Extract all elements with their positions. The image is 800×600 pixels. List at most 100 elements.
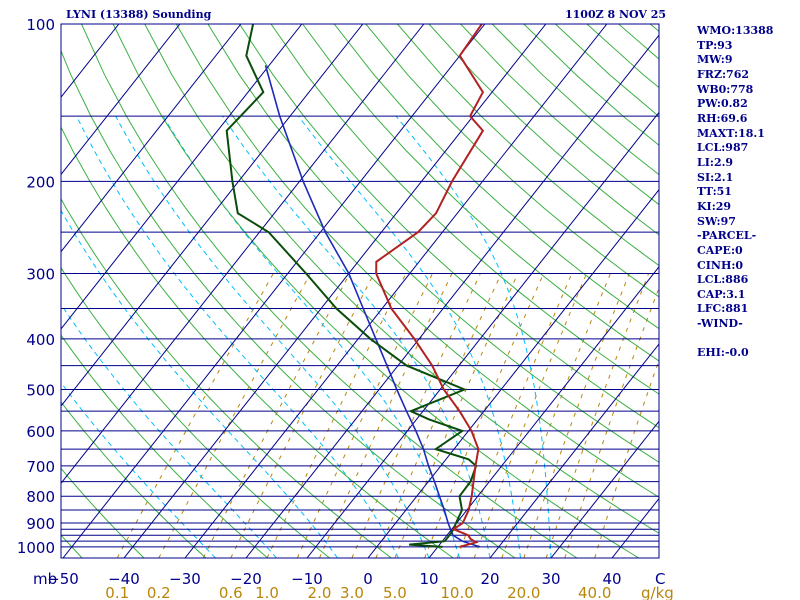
stat-line: LCL:987 (697, 141, 749, 155)
stat-line: CAP:3.1 (697, 287, 746, 301)
stat-line: WB0:778 (697, 82, 754, 96)
station-title: LYNI (13388) Sounding (66, 8, 212, 21)
temperature-tick-label: −40 (108, 570, 140, 588)
valid-time: 1100Z 8 NOV 25 (565, 8, 667, 21)
temperature-tick-label: −20 (230, 570, 262, 588)
isotherm-line (367, 188, 659, 558)
isotherm-line (245, 34, 659, 558)
temperature-tick-label: 40 (602, 570, 621, 588)
stat-line: CAPE:0 (697, 243, 743, 257)
mixing-ratio-lines (116, 273, 659, 558)
pressure-unit-label: mb (33, 570, 57, 588)
isotherm-line (428, 266, 659, 558)
isotherm-line (123, 24, 547, 558)
dry-adiabat-line (239, 24, 659, 429)
isotherm-line (62, 24, 486, 558)
dry-adiabat-line (365, 24, 659, 298)
dry-adiabat-line (144, 24, 659, 534)
mixing-ratio-tick-label: 2.0 (308, 584, 332, 600)
pressure-tick-label: 400 (26, 331, 55, 349)
temperature-tick-label: 0 (363, 570, 373, 588)
isotherm-line (184, 24, 608, 558)
isotherm-line (61, 24, 425, 485)
mixing-ratio-unit-label: g/kg (641, 584, 674, 600)
stat-line: PW:0.82 (697, 97, 748, 111)
stat-line: MAXT:18.1 (697, 126, 765, 140)
dry-adiabat-line (81, 24, 578, 558)
mixing-ratio-line (473, 273, 588, 558)
stat-line: -WIND- (697, 317, 743, 331)
dry-adiabat-line (270, 24, 659, 395)
mixing-ratio-line (564, 286, 659, 558)
moist-adiabat-line (395, 115, 552, 558)
pressure-tick-label: 500 (26, 382, 55, 400)
stat-line: SW:97 (697, 214, 736, 228)
isotherm-line (489, 343, 659, 558)
isobars (61, 24, 659, 548)
mixing-ratio-line (158, 273, 311, 558)
mixing-ratio-tick-label: 1.0 (255, 584, 279, 600)
dry-adiabat-line (333, 24, 659, 330)
pressure-tick-label: 100 (26, 16, 55, 34)
dry-adiabats (61, 24, 659, 558)
mixing-ratio-line (501, 273, 611, 558)
temperature-tick-label: −10 (291, 570, 323, 588)
mixing-ratio-line (424, 273, 545, 558)
dry-adiabat-line (397, 24, 659, 267)
pressure-tick-label: 200 (26, 173, 55, 191)
stat-line: CINH:0 (697, 258, 744, 272)
dry-adiabat-line (61, 401, 207, 558)
stat-line: FRZ:762 (697, 67, 750, 81)
mixing-ratio-tick-label: 10.0 (440, 584, 473, 600)
stat-line: LCL:886 (697, 273, 749, 287)
moist-adiabats (61, 115, 552, 558)
dry-adiabat-line (61, 49, 516, 558)
pressure-tick-label: 600 (26, 423, 55, 441)
mixing-ratio-tick-label: 0.2 (147, 584, 171, 600)
pressure-axis-labels: 100 200 300 400 500 600 700 800 900 1000 (17, 16, 55, 557)
stability-indices-panel: WMO:13388 TP:93 MW:9 FRZ:762 WB0:778 PW:0.82 R… (697, 24, 773, 361)
background-lines (0, 24, 659, 558)
isotherm-line (61, 24, 120, 99)
dry-adiabat-line (61, 467, 145, 558)
stat-line: KI:29 (697, 199, 732, 213)
isotherm-line (306, 111, 659, 558)
isotherm-line (0, 24, 58, 558)
dry-adiabat-line (112, 24, 640, 558)
mixing-ratio-tick-label: 5.0 (383, 584, 407, 600)
dry-adiabat-line (61, 126, 454, 558)
dewpoint-profile-line (225, 24, 478, 548)
temperature-tick-label: 10 (419, 570, 438, 588)
pressure-tick-label: 800 (26, 488, 55, 506)
temperature-tick-label: 30 (541, 570, 560, 588)
mixing-ratio-line (523, 273, 630, 558)
isotherm-line (61, 24, 181, 176)
pressure-tick-label: 900 (26, 515, 55, 533)
mixing-ratio-axis-labels: 0.1 0.2 0.6 1.0 2.0 3.0 5.0 10.0 20.0 40.0 (105, 584, 611, 600)
pressure-tick-label: 300 (26, 265, 55, 283)
mixing-ratio-tick-label: 0.1 (105, 584, 129, 600)
mixing-ratio-line (230, 273, 375, 558)
dry-adiabat-line (61, 266, 330, 558)
stat-line: MW:9 (697, 53, 733, 67)
stat-line: WMO:13388 (697, 24, 774, 37)
mixing-ratio-tick-label: 3.0 (340, 584, 364, 600)
isotherm-line (61, 24, 364, 407)
mixing-ratio-tick-label: 40.0 (578, 584, 611, 600)
dry-adiabat-line (61, 197, 392, 558)
moist-adiabat-line (162, 115, 460, 558)
mixing-ratio-tick-label: 0.6 (219, 584, 243, 600)
stat-line: EHI:-0.0 (697, 346, 749, 360)
temperature-profile-line (375, 24, 485, 548)
dry-adiabat-line (175, 24, 659, 498)
mixing-ratio-tick-label: 20.0 (507, 584, 540, 600)
stat-line (697, 332, 773, 347)
mixing-ratio-line (296, 273, 433, 558)
parcel-profile-line (264, 65, 481, 548)
isotherm-line (61, 24, 303, 330)
stat-line: TP:93 (697, 38, 733, 52)
plot-frame (60, 23, 660, 559)
temperature-tick-label: −50 (47, 570, 79, 588)
stat-line: LI:2.9 (697, 155, 734, 169)
